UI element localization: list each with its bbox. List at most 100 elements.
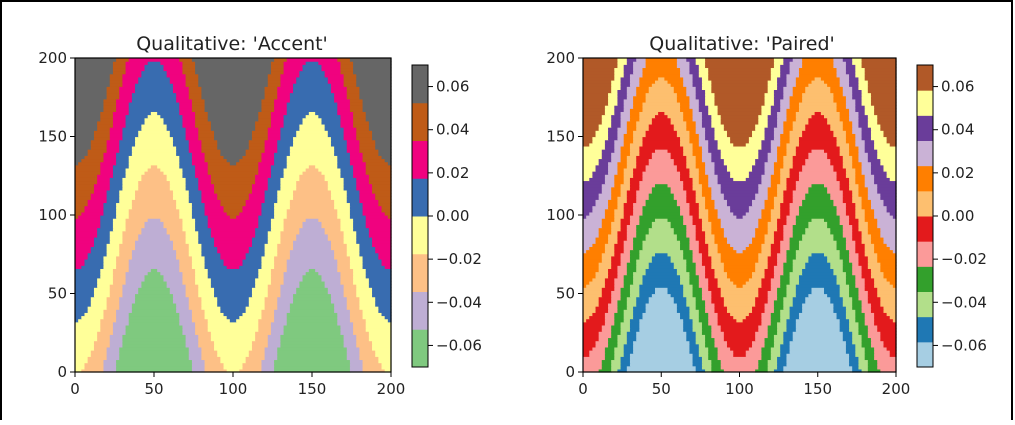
heatmap-cell: [758, 183, 772, 188]
heatmap-cell: [195, 271, 209, 276]
heatmap-cell: [676, 302, 687, 307]
heatmap-cell: [623, 211, 634, 216]
heatmap-cell: [611, 299, 619, 304]
heatmap-cell: [639, 318, 684, 323]
heatmap-cell: [805, 161, 831, 166]
heatmap-cell: [90, 353, 108, 357]
heatmap-cell: [792, 331, 844, 335]
colorbar-segment: [917, 266, 933, 292]
heatmap-cell: [116, 368, 193, 373]
heatmap-cell: [583, 95, 609, 100]
heatmap-cell: [112, 221, 127, 226]
heatmap-cell: [176, 202, 193, 207]
heatmap-cell: [770, 346, 781, 351]
heatmap-cell: [583, 67, 615, 72]
heatmap-cell: [811, 114, 825, 119]
heatmap-cell: [695, 189, 703, 194]
heatmap-cell: [583, 152, 603, 156]
heatmap-cell: [343, 284, 357, 288]
heatmap-cell: [204, 368, 228, 373]
heatmap-cell: [783, 161, 794, 166]
heatmap-cell: [128, 312, 180, 317]
heatmap-cell: [845, 343, 856, 348]
heatmap-cell: [642, 280, 681, 285]
heatmap-cell: [270, 171, 285, 175]
heatmap-cell: [286, 58, 338, 62]
heatmap-cell: [705, 64, 775, 69]
heatmap-cell: [346, 95, 360, 100]
heatmap-cell: [864, 284, 875, 288]
heatmap-cell: [277, 246, 294, 251]
heatmap-cell: [131, 199, 177, 204]
heatmap-cell: [103, 265, 117, 269]
heatmap-cell: [601, 365, 612, 370]
heatmap-cell: [327, 287, 345, 291]
heatmap-cell: [169, 236, 187, 241]
heatmap-cell: [874, 139, 888, 144]
heatmap-cell: [839, 215, 850, 219]
heatmap-cell: [214, 136, 253, 141]
heatmap-cell: [261, 98, 275, 103]
heatmap-cell: [583, 123, 600, 128]
heatmap-cell: [695, 120, 703, 125]
heatmap-cell: [711, 120, 722, 125]
heatmap-cell: [845, 202, 856, 207]
heatmap-cell: [764, 205, 775, 210]
heatmap-cell: [880, 193, 897, 197]
heatmap-cell: [870, 274, 885, 279]
heatmap-cell: [692, 324, 703, 329]
heatmap-cell: [608, 167, 619, 172]
heatmap-cell: [261, 312, 275, 317]
heatmap-cell: [676, 309, 691, 313]
heatmap-cell: [755, 262, 769, 266]
heatmap-cell: [169, 287, 187, 291]
heatmap-plot-area: [582, 57, 897, 373]
heatmap-cell: [770, 353, 781, 357]
heatmap-cell: [633, 315, 644, 320]
heatmap-cell: [773, 199, 784, 204]
heatmap-cell: [777, 227, 784, 232]
heatmap-cell: [642, 177, 681, 182]
heatmap-cell: [623, 136, 634, 141]
heatmap-cell: [179, 211, 193, 216]
heatmap-cell: [714, 130, 728, 134]
heatmap-cell: [767, 221, 778, 226]
heatmap-cell: [608, 161, 619, 166]
heatmap-cell: [97, 180, 111, 185]
heatmap-cell: [334, 199, 348, 204]
heatmap-cell: [75, 280, 98, 285]
heatmap-cell: [109, 240, 123, 244]
heatmap-cell: [867, 186, 878, 191]
heatmap-cell: [777, 218, 788, 222]
heatmap-cell: [337, 268, 354, 273]
heatmap-cell: [182, 70, 196, 75]
heatmap-cell: [692, 284, 700, 288]
heatmap-cell: [217, 246, 250, 251]
heatmap-cell: [695, 130, 706, 134]
heatmap-cell: [75, 350, 92, 354]
heatmap-cell: [711, 290, 722, 295]
heatmap-cell: [334, 306, 348, 310]
heatmap-cell: [595, 309, 609, 313]
heatmap-cell: [343, 180, 357, 185]
heatmap-cell: [258, 164, 272, 169]
heatmap-cell: [780, 202, 791, 207]
heatmap-cell: [90, 196, 108, 200]
heatmap-cell: [683, 252, 694, 257]
heatmap-cell: [695, 86, 703, 90]
heatmap-cell: [128, 164, 152, 169]
heatmap-cell: [583, 359, 603, 364]
heatmap-cell: [867, 293, 878, 298]
heatmap-cell: [251, 130, 269, 134]
heatmap-cell: [849, 249, 856, 254]
heatmap-cell: [773, 271, 784, 276]
heatmap-cell: [116, 265, 130, 269]
heatmap-cell: [264, 149, 278, 153]
heatmap-cell: [248, 196, 266, 200]
heatmap-cell: [883, 130, 897, 134]
heatmap-cell: [676, 164, 687, 169]
heatmap-cell: [786, 215, 797, 219]
heatmap-cell: [160, 114, 184, 119]
heatmap-cell: [755, 193, 769, 197]
heatmap-cell: [786, 258, 794, 263]
